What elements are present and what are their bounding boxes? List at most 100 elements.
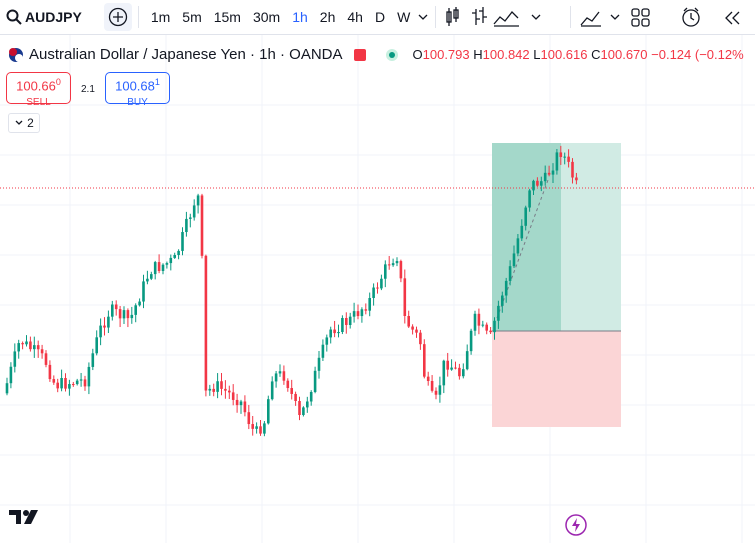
candle-body [504,280,508,296]
candle-body [458,367,461,377]
spread: 2.1 [81,84,95,95]
timeframe[interactable]: W [397,9,411,25]
candle-body [430,381,434,391]
candle-body [173,255,176,258]
candle-body [263,423,266,434]
tool-icons[interactable] [577,5,755,29]
separator [137,6,139,28]
loss-zone [492,331,621,427]
timeframes: 1m 5m 15m 30m 1h 2h 4h D W [145,9,416,25]
candle-body [204,255,208,391]
chevron [15,120,23,125]
candle-body [122,310,126,319]
candle-body [497,305,500,321]
candle-body [64,378,67,389]
candle-body [255,426,258,429]
chevron[interactable] [416,10,429,24]
candle-body [540,181,543,186]
candle-body [111,304,114,317]
candle-body [134,305,137,315]
search-icon [6,9,22,25]
timeframe[interactable]: 1h [292,9,308,25]
candle-body [114,304,118,310]
indicators-count: 2 [27,116,34,130]
candle-body [329,329,332,338]
candle-body [282,371,286,381]
candle-body [243,401,247,413]
candle-body [325,337,329,345]
timeframe[interactable]: 4h [347,9,363,25]
candle-body [150,274,153,279]
sell-button[interactable]: 100.660 SELL [6,72,71,108]
timeframe[interactable]: 5m [182,9,202,25]
candle-body [130,314,134,319]
candle-body [563,156,566,158]
candle-body [321,344,325,358]
buy-button[interactable]: 100.681 BUY [105,72,170,108]
timeframe[interactable]: 1m [150,9,171,25]
candle-body [399,261,403,279]
candle-body [270,381,274,400]
buy-price: 100.68 [115,78,155,94]
candle-body [391,263,395,266]
candle-body [87,366,91,387]
candle-body [40,349,44,354]
candle-body [17,343,20,352]
timeframe[interactable]: D [374,9,386,25]
sell-price-small: 0 [55,77,61,87]
candle-body [290,388,293,394]
candle-body [5,383,9,394]
legend-title: Australian Dollar / Japanese Yen · 1h · … [29,46,343,63]
candle-body [274,373,278,382]
candle-body [536,180,539,186]
candle-body [442,360,446,386]
candle-body [501,295,504,306]
candle-body [415,329,418,333]
separator [570,6,572,28]
candle-body [434,390,438,395]
timeframe[interactable]: 2h [319,9,336,25]
chart-type-icons[interactable] [442,5,564,29]
symbol: AUDJPY [25,9,82,25]
buy-label: BUY [127,97,148,109]
candle-body [196,195,200,206]
candle-body [465,351,469,370]
tradingview-logo[interactable] [9,508,41,526]
candle-body [251,424,254,429]
candle-body [138,301,141,306]
close: 100.670 [600,47,648,62]
candle-body [477,313,481,326]
symbol-search[interactable]: AUDJPY [6,9,82,25]
candle-body [212,388,215,392]
change: −0.124 [651,47,692,62]
candle-body [231,392,235,400]
candle-body [407,315,410,327]
candle-body [157,262,161,271]
candle-body [333,329,336,334]
candle-body [380,278,383,289]
candle-body [454,367,457,369]
candle-body [547,172,551,175]
indicators-toggle[interactable]: 2 [8,113,40,133]
sell-label: SELL [26,97,51,109]
candle-body [520,225,524,239]
low-label: L [533,47,541,62]
timeframe[interactable]: 30m [252,9,281,25]
candle-body [356,311,360,317]
timeframe[interactable]: 15m [213,9,241,25]
candle-body [21,343,24,345]
candle-body [364,309,368,311]
candle-body [571,161,574,178]
compare-button[interactable] [103,3,132,31]
candle-body [68,384,71,389]
candle-body [189,217,192,219]
candle-body [575,177,578,181]
candle-body [48,364,52,380]
candle-body [33,345,36,350]
candle-body [107,316,110,328]
candle-body [220,381,223,389]
flash-icon[interactable] [564,513,588,537]
toolbar: AUDJPY 1m 5m 15m 30m 1h 2h 4h D W [0,0,755,35]
candle-body [532,180,535,191]
